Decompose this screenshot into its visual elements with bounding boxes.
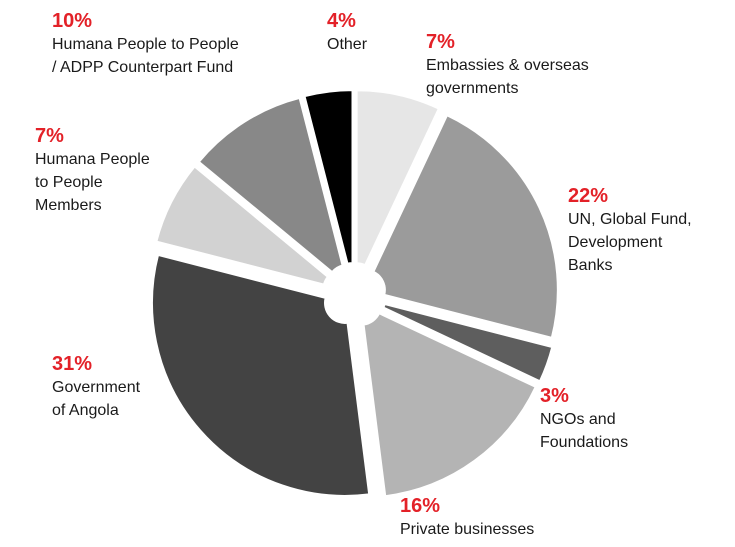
label-un-global-fund: 22% UN, Global Fund, Development Banks — [568, 184, 692, 277]
slice-private-businesses — [362, 311, 538, 498]
slice-other — [303, 89, 354, 265]
label-other: 4% Other — [327, 9, 367, 56]
label-government-of-angola: 31% Government of Angola — [52, 352, 140, 422]
percent-embassies: 7% — [426, 31, 455, 53]
label-ngos: 3% NGOs and Foundations — [540, 384, 628, 454]
name-government-of-angola: Government of Angola — [52, 379, 141, 419]
percent-ngos: 3% — [540, 385, 569, 407]
name-embassies: Embassies & overseas governments — [426, 57, 589, 97]
slice-embassies — [355, 89, 441, 267]
slice-ngos — [382, 302, 554, 383]
name-other: Other — [327, 36, 368, 53]
slice-humana-members — [155, 165, 330, 286]
percent-humana-members: 7% — [35, 125, 64, 147]
label-private-businesses: 16% Private businesses — [400, 494, 534, 541]
slice-government-of-angola — [151, 253, 371, 497]
name-humana-counterpart-fund: Humana People to People / ADPP Counterpa… — [52, 36, 239, 76]
slice-humana-counterpart-fund — [197, 96, 344, 274]
percent-government-of-angola: 31% — [52, 353, 93, 375]
percent-un-global-fund: 22% — [568, 185, 609, 207]
name-un-global-fund: UN, Global Fund, Development Banks — [568, 211, 692, 274]
name-humana-members: Humana People to People Members — [35, 151, 150, 214]
label-humana-members: 7% Humana People to People Members — [35, 124, 150, 217]
name-ngos: NGOs and Foundations — [540, 411, 629, 451]
label-humana-counterpart-fund: 10% Humana People to People / ADPP Count… — [52, 9, 239, 79]
slice-un-global-fund — [372, 113, 559, 340]
percent-other: 4% — [327, 10, 356, 32]
percent-humana-counterpart-fund: 10% — [52, 10, 93, 32]
name-private-businesses: Private businesses — [400, 521, 535, 538]
percent-private-businesses: 16% — [400, 495, 441, 517]
label-embassies: 7% Embassies & overseas governments — [426, 30, 589, 100]
